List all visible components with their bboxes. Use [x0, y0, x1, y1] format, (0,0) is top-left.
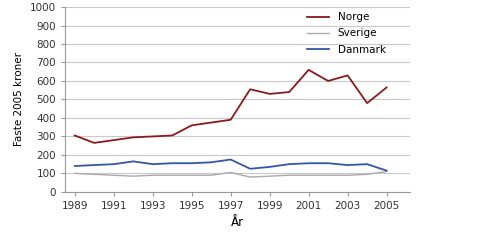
Sverige [188, 174, 194, 177]
Danmark [228, 158, 234, 161]
Legend: Norge, Sverige, Danmark: Norge, Sverige, Danmark [306, 12, 386, 55]
Sverige [130, 175, 136, 178]
Danmark [306, 162, 312, 165]
Line: Sverige: Sverige [74, 172, 386, 177]
Danmark [130, 160, 136, 163]
Norge [325, 80, 331, 82]
Norge [130, 136, 136, 139]
Sverige [91, 173, 97, 176]
X-axis label: År: År [231, 216, 244, 230]
Sverige [266, 175, 272, 178]
Danmark [247, 167, 253, 170]
Line: Danmark: Danmark [74, 160, 386, 171]
Sverige [325, 174, 331, 177]
Line: Norge: Norge [74, 70, 386, 143]
Norge [384, 86, 390, 89]
Danmark [344, 164, 350, 166]
Norge [188, 124, 194, 127]
Danmark [384, 169, 390, 172]
Danmark [266, 165, 272, 168]
Norge [266, 92, 272, 95]
Norge [169, 134, 175, 137]
Sverige [306, 174, 312, 177]
Y-axis label: Faste 2005 kroner: Faste 2005 kroner [14, 52, 24, 146]
Danmark [286, 163, 292, 166]
Norge [306, 69, 312, 71]
Sverige [286, 174, 292, 177]
Danmark [325, 162, 331, 165]
Danmark [91, 164, 97, 166]
Sverige [364, 173, 370, 176]
Sverige [247, 176, 253, 179]
Sverige [384, 170, 390, 173]
Sverige [228, 171, 234, 174]
Norge [247, 88, 253, 91]
Norge [150, 135, 156, 138]
Norge [344, 74, 350, 77]
Sverige [72, 172, 78, 175]
Danmark [110, 163, 116, 166]
Norge [228, 118, 234, 121]
Norge [110, 139, 116, 142]
Norge [286, 91, 292, 93]
Sverige [208, 174, 214, 177]
Danmark [364, 163, 370, 166]
Sverige [150, 174, 156, 177]
Sverige [344, 174, 350, 177]
Danmark [150, 163, 156, 166]
Norge [364, 102, 370, 105]
Danmark [208, 161, 214, 164]
Norge [208, 121, 214, 124]
Danmark [72, 165, 78, 167]
Sverige [110, 174, 116, 177]
Danmark [169, 162, 175, 165]
Sverige [169, 174, 175, 177]
Danmark [188, 162, 194, 165]
Norge [72, 134, 78, 137]
Norge [91, 142, 97, 144]
